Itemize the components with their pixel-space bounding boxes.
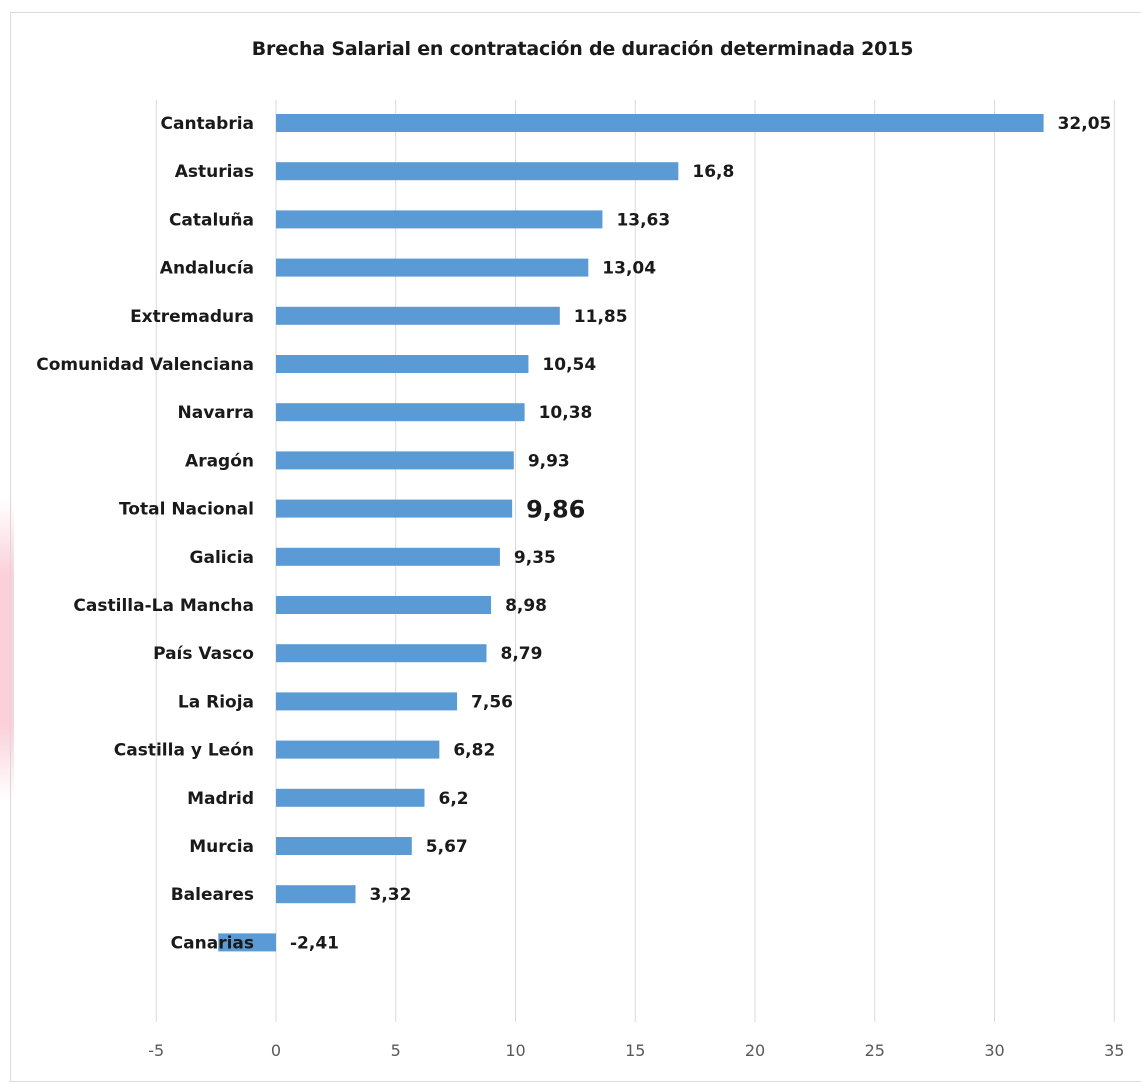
bar xyxy=(276,355,529,373)
data-label: 5,67 xyxy=(426,837,468,857)
x-tick-label: 25 xyxy=(865,1041,885,1060)
x-tick-label: 0 xyxy=(271,1041,281,1060)
category-labels: Cantabria Asturias Cataluña Andalucía Extrem… xyxy=(36,114,254,953)
x-tick-label: 5 xyxy=(391,1041,401,1060)
data-label: 8,79 xyxy=(501,644,543,664)
data-label: 7,56 xyxy=(471,692,513,712)
x-tick-label: 15 xyxy=(625,1041,645,1060)
bar xyxy=(276,740,440,759)
bar xyxy=(218,933,276,952)
data-label: 9,93 xyxy=(528,451,570,471)
data-label: 13,04 xyxy=(602,259,656,279)
category-label: Murcia xyxy=(189,837,254,857)
data-label: 13,63 xyxy=(616,210,670,230)
category-label: Madrid xyxy=(187,789,254,809)
category-label: Canarias xyxy=(171,933,254,953)
bar xyxy=(276,644,487,663)
bar xyxy=(276,306,560,325)
category-label: País Vasco xyxy=(153,644,254,664)
bar xyxy=(276,114,1044,132)
data-label: 11,85 xyxy=(574,307,628,327)
bar xyxy=(276,210,603,229)
category-label: Andalucía xyxy=(160,259,254,279)
data-label: -2,41 xyxy=(290,933,339,953)
bar xyxy=(276,403,525,422)
category-label: La Rioja xyxy=(178,692,254,712)
category-label: Cantabria xyxy=(161,114,255,134)
category-label: Castilla-La Mancha xyxy=(73,596,254,616)
bar xyxy=(276,596,492,614)
x-axis-tick-labels: -5 0 5 10 15 20 25 30 35 xyxy=(148,1041,1124,1060)
data-label: 9,86 xyxy=(526,496,585,524)
value-labels: 32,05 16,8 13,63 13,04 11,85 10,54 10,38 9,93 9,… xyxy=(290,114,1111,953)
category-label: Total Nacional xyxy=(119,500,254,520)
data-label: 10,54 xyxy=(542,355,596,375)
bar xyxy=(276,788,425,807)
x-tick-label: -5 xyxy=(148,1041,164,1060)
bar xyxy=(276,692,458,711)
bar xyxy=(276,162,679,181)
chart-title: Brecha Salarial en contratación de durac… xyxy=(251,38,914,60)
category-label: Asturias xyxy=(175,162,254,182)
gridlines xyxy=(155,100,1115,1022)
bar xyxy=(276,499,513,518)
x-tick-label: 20 xyxy=(745,1041,765,1060)
x-tick-label: 30 xyxy=(984,1041,1004,1060)
category-label: Navarra xyxy=(178,403,255,423)
category-label: Baleares xyxy=(171,885,254,905)
bar xyxy=(276,837,412,855)
bars xyxy=(218,114,1044,952)
x-tick-label: 10 xyxy=(505,1041,525,1060)
category-label: Galicia xyxy=(190,548,254,568)
data-label: 8,98 xyxy=(505,596,547,616)
data-label: 9,35 xyxy=(514,548,556,568)
category-label: Castilla y León xyxy=(114,741,254,761)
data-label: 32,05 xyxy=(1058,114,1112,134)
category-label: Comunidad Valenciana xyxy=(36,355,254,375)
category-label: Extremadura xyxy=(130,307,254,327)
data-label: 10,38 xyxy=(539,403,593,423)
data-label: 16,8 xyxy=(692,162,734,182)
bar xyxy=(276,451,514,470)
data-label: 6,2 xyxy=(438,789,468,809)
data-label: 6,82 xyxy=(453,741,495,761)
category-label: Cataluña xyxy=(169,210,254,230)
data-label: 3,32 xyxy=(370,885,412,905)
category-label: Aragón xyxy=(185,451,254,471)
bar xyxy=(276,258,589,277)
bar xyxy=(276,885,356,904)
bar xyxy=(276,547,500,566)
x-tick-label: 35 xyxy=(1104,1041,1124,1060)
